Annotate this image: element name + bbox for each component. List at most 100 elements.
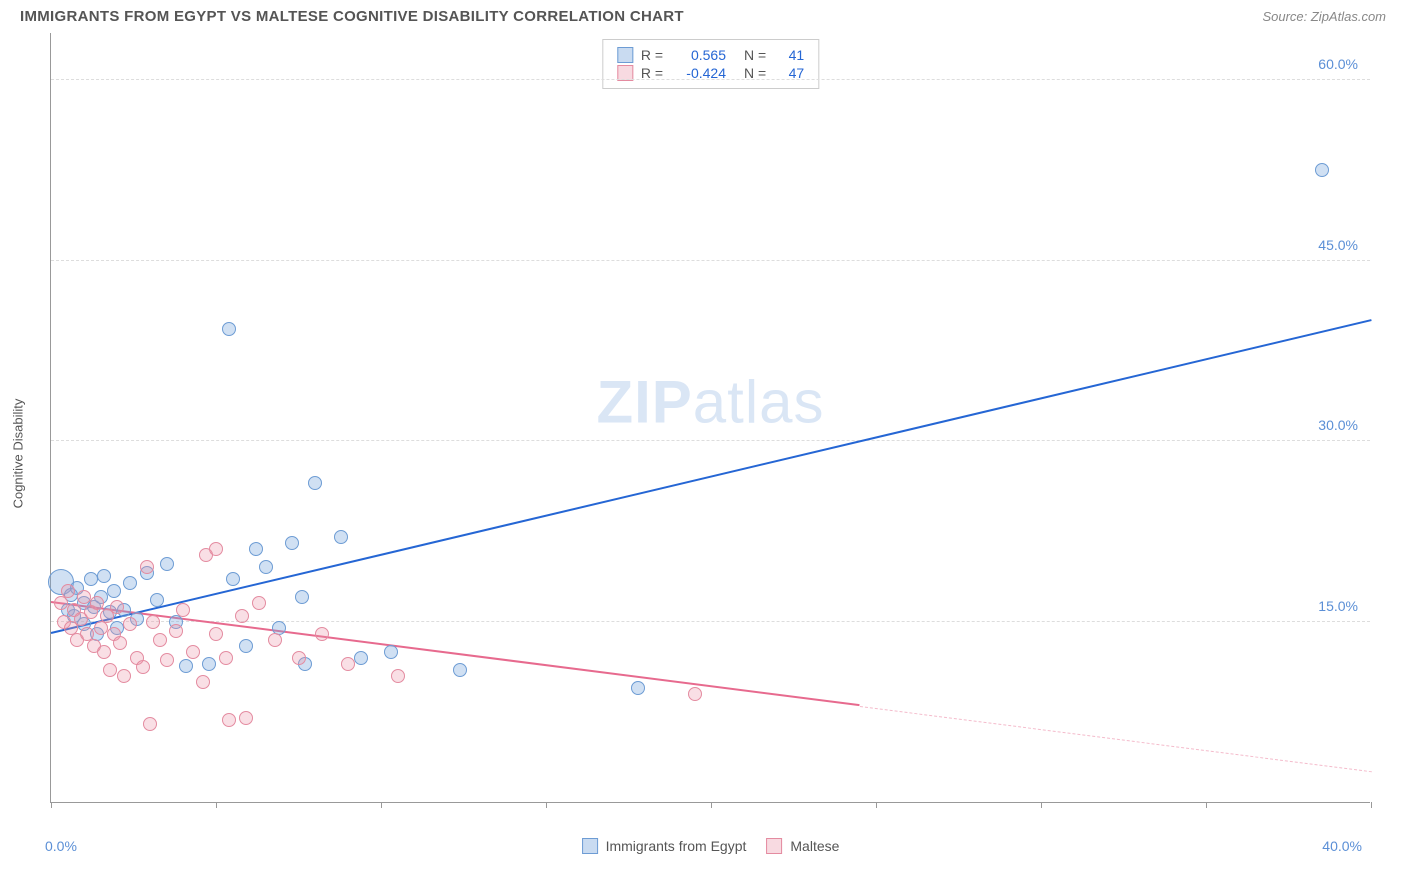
scatter-point [146, 615, 160, 629]
scatter-point [219, 651, 233, 665]
scatter-point [285, 536, 299, 550]
x-tick [546, 802, 547, 808]
scatter-point [97, 569, 111, 583]
scatter-point [1315, 163, 1329, 177]
legend-label: Maltese [790, 838, 839, 854]
scatter-point [308, 476, 322, 490]
y-tick-label: 45.0% [1318, 237, 1358, 253]
scatter-point [453, 663, 467, 677]
scatter-point [222, 322, 236, 336]
x-tick [1371, 802, 1372, 808]
legend-label: Immigrants from Egypt [606, 838, 747, 854]
scatter-point [226, 572, 240, 586]
scatter-point [354, 651, 368, 665]
x-tick [51, 802, 52, 808]
legend-n-label: N = [744, 47, 766, 63]
chart-source: Source: ZipAtlas.com [1262, 9, 1386, 24]
legend-r-value: 0.565 [671, 47, 726, 63]
legend-swatch [582, 838, 598, 854]
scatter-point [315, 627, 329, 641]
x-tick-label: 0.0% [45, 838, 77, 854]
scatter-point [176, 603, 190, 617]
scatter-point [123, 617, 137, 631]
grid-line [51, 79, 1370, 80]
x-tick [711, 802, 712, 808]
x-tick [876, 802, 877, 808]
scatter-point [688, 687, 702, 701]
legend-swatch [617, 47, 633, 63]
scatter-point [113, 636, 127, 650]
watermark-light: atlas [693, 369, 825, 436]
scatter-point [341, 657, 355, 671]
chart-container: ZIPatlas R =0.565N =41R =-0.424N =47 Imm… [50, 33, 1386, 803]
x-tick [381, 802, 382, 808]
y-tick-label: 60.0% [1318, 56, 1358, 72]
scatter-point [259, 560, 273, 574]
x-tick-label: 40.0% [1322, 838, 1362, 854]
legend-n-value: 41 [774, 47, 804, 63]
chart-title: IMMIGRANTS FROM EGYPT VS MALTESE COGNITI… [20, 8, 684, 25]
scatter-point [84, 572, 98, 586]
scatter-point [268, 633, 282, 647]
scatter-point [384, 645, 398, 659]
legend-item: Immigrants from Egypt [582, 838, 747, 854]
scatter-point [391, 669, 405, 683]
scatter-point [153, 633, 167, 647]
scatter-point [107, 584, 121, 598]
scatter-point [239, 711, 253, 725]
grid-line [51, 440, 1370, 441]
scatter-point [103, 663, 117, 677]
scatter-point [334, 530, 348, 544]
scatter-point [61, 584, 75, 598]
watermark-bold: ZIP [596, 369, 692, 436]
scatter-point [140, 560, 154, 574]
scatter-point [97, 645, 111, 659]
x-tick [1041, 802, 1042, 808]
y-tick-label: 30.0% [1318, 417, 1358, 433]
watermark: ZIPatlas [596, 368, 824, 437]
scatter-point [150, 593, 164, 607]
scatter-point [186, 645, 200, 659]
grid-line [51, 260, 1370, 261]
scatter-point [143, 717, 157, 731]
scatter-point [169, 624, 183, 638]
chart-header: IMMIGRANTS FROM EGYPT VS MALTESE COGNITI… [0, 0, 1406, 29]
x-tick [216, 802, 217, 808]
scatter-point [77, 590, 91, 604]
scatter-point [160, 557, 174, 571]
scatter-point [249, 542, 263, 556]
scatter-point [136, 660, 150, 674]
legend-swatch [766, 838, 782, 854]
scatter-point [90, 596, 104, 610]
y-axis-label: Cognitive Disability [11, 399, 26, 509]
legend-r-label: R = [641, 47, 663, 63]
trend-dash-pink [859, 706, 1371, 772]
legend-series: Immigrants from Egypt Maltese [582, 838, 840, 854]
plot-area: ZIPatlas R =0.565N =41R =-0.424N =47 Imm… [50, 33, 1370, 803]
scatter-point [94, 621, 108, 635]
scatter-point [202, 657, 216, 671]
scatter-point [209, 542, 223, 556]
trend-line-blue [51, 319, 1371, 634]
grid-line [51, 621, 1370, 622]
scatter-point [295, 590, 309, 604]
scatter-point [54, 596, 68, 610]
scatter-point [196, 675, 210, 689]
x-tick [1206, 802, 1207, 808]
scatter-point [123, 576, 137, 590]
scatter-point [222, 713, 236, 727]
scatter-point [239, 639, 253, 653]
scatter-point [631, 681, 645, 695]
scatter-point [160, 653, 174, 667]
scatter-point [117, 669, 131, 683]
scatter-point [252, 596, 266, 610]
scatter-point [209, 627, 223, 641]
scatter-point [110, 600, 124, 614]
scatter-point [292, 651, 306, 665]
legend-correlation: R =0.565N =41R =-0.424N =47 [602, 39, 819, 89]
legend-item: Maltese [766, 838, 839, 854]
legend-row: R = 0.565 N = 41 [617, 46, 804, 64]
scatter-point [235, 609, 249, 623]
scatter-point [179, 659, 193, 673]
y-tick-label: 15.0% [1318, 598, 1358, 614]
